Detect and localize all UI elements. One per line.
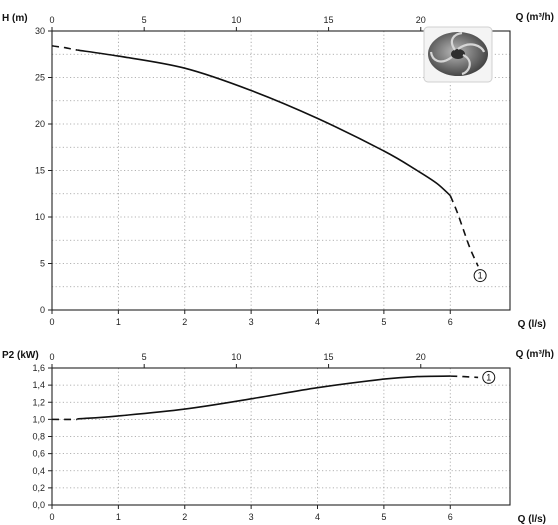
y-axis-label: H (m) xyxy=(2,13,28,24)
curve-number-marker xyxy=(473,269,487,283)
x-tick-label: 4 xyxy=(315,317,320,327)
curve-segment-dashed xyxy=(450,375,479,379)
x2-tick-label: 15 xyxy=(324,352,334,362)
x-tick-label: 5 xyxy=(381,317,386,327)
x2-tick-label: 10 xyxy=(231,352,241,362)
curve-number-label: 1 xyxy=(486,372,491,382)
head-chart: 0 1 2 3 4 5 6 0 5 10 15 20 0 5 10 15 20 25 30 H (m) Q (l/s) Q… xyxy=(2,12,554,330)
x-axis-label: Q (l/s) xyxy=(518,514,546,525)
x-tick-label: 5 xyxy=(381,512,386,522)
y-tick-label: 0,6 xyxy=(32,449,45,459)
y-tick-label: 10 xyxy=(35,212,45,222)
x2-tick-label: 0 xyxy=(49,15,54,25)
x-tick-label: 4 xyxy=(315,512,320,522)
y-tick-label: 15 xyxy=(35,166,45,176)
grid-lines xyxy=(52,368,511,505)
x-tick-label: 3 xyxy=(249,317,254,327)
x-tick-label: 3 xyxy=(249,512,254,522)
y-tick-label: 1,6 xyxy=(32,363,45,373)
x-tick-label: 0 xyxy=(49,512,54,522)
y-tick-label: 0,4 xyxy=(32,466,45,476)
x-tick-label: 6 xyxy=(448,512,453,522)
power-chart: 0 1 2 3 4 5 6 0 5 10 15 20 0,0 0,2 0,4 0,6 0,8 1,0 1,2 1,4 1… xyxy=(2,349,554,525)
x2-tick-label: 10 xyxy=(231,15,241,25)
x-tick-label: 2 xyxy=(182,512,187,522)
x2-tick-label: 5 xyxy=(142,15,147,25)
y-tick-label: 0,0 xyxy=(32,500,45,510)
y-tick-label: 1,2 xyxy=(32,397,45,407)
x2-tick-label: 0 xyxy=(49,352,54,362)
curve-segment-dashed xyxy=(51,45,78,51)
x2-axis-label: Q (m³/h) xyxy=(516,349,554,360)
x-tick-label: 1 xyxy=(116,512,121,522)
curve-segment-solid xyxy=(77,49,451,197)
curve-segment-solid xyxy=(77,375,451,420)
x-tick-label: 2 xyxy=(182,317,187,327)
x2-tick-label: 20 xyxy=(416,352,426,362)
x2-tick-label: 15 xyxy=(324,15,334,25)
y-tick-label: 0,2 xyxy=(32,483,45,493)
impeller-photo xyxy=(423,26,493,83)
x2-tick-label: 5 xyxy=(142,352,147,362)
curve-segment-dashed xyxy=(449,195,479,267)
y-tick-label: 20 xyxy=(35,119,45,129)
y-tick-label: 30 xyxy=(35,26,45,36)
y-tick-label: 5 xyxy=(40,259,45,269)
y-tick-label: 1,0 xyxy=(32,414,45,424)
y-axis-label: P2 (kW) xyxy=(2,350,39,361)
y-tick-label: 1,4 xyxy=(32,380,45,390)
x-tick-label: 0 xyxy=(49,317,54,327)
curve-number-label: 1 xyxy=(478,271,483,281)
y-tick-label: 0 xyxy=(40,305,45,315)
x-tick-label: 6 xyxy=(448,317,453,327)
x-axis-label: Q (l/s) xyxy=(518,319,546,330)
x2-tick-label: 20 xyxy=(416,15,426,25)
y-tick-label: 25 xyxy=(35,73,45,83)
x2-axis-label: Q (m³/h) xyxy=(516,12,554,23)
curve-number-marker xyxy=(482,370,496,384)
y-tick-label: 0,8 xyxy=(32,432,45,442)
x-tick-label: 1 xyxy=(116,317,121,327)
grid-lines xyxy=(52,31,511,310)
